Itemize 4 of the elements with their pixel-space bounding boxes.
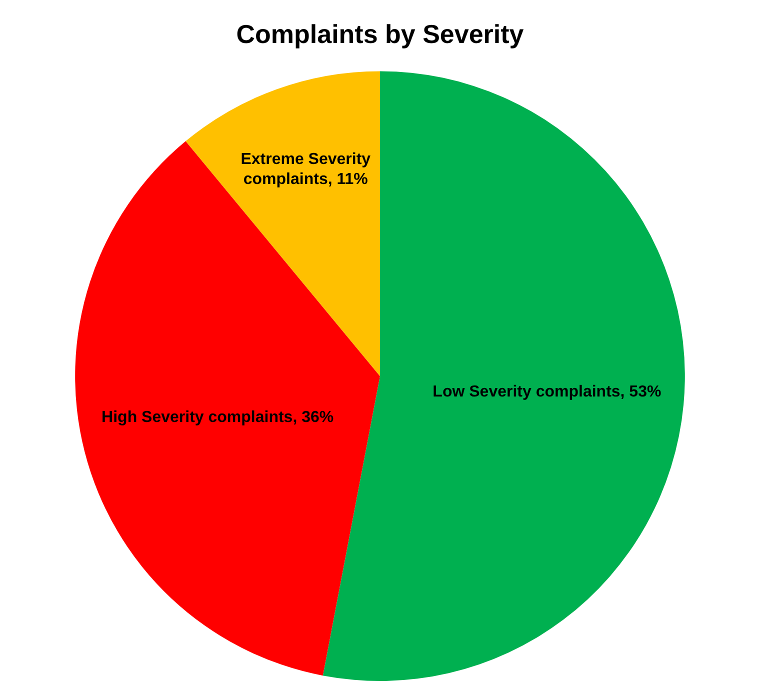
slice-label: Low Severity complaints, 53%: [432, 383, 662, 400]
slice-label: Extreme Severity complaints, 11%: [240, 150, 371, 188]
slice-label: High Severity complaints, 36%: [102, 409, 334, 426]
chart-title: Complaints by Severity: [236, 18, 524, 49]
